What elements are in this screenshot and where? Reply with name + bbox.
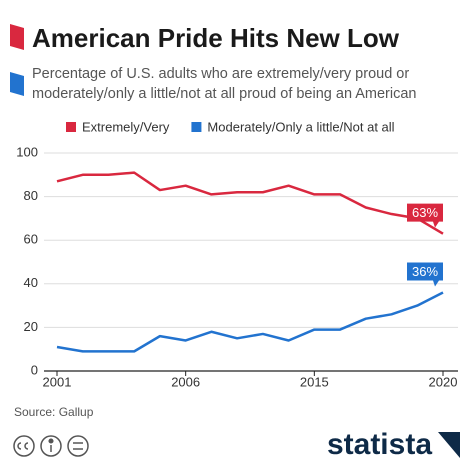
series-line xyxy=(56,291,444,353)
y-tick-label: 0 xyxy=(31,362,38,377)
y-tick-label: 40 xyxy=(24,275,38,290)
subtitle: moderately/only a little/not at all prou… xyxy=(32,86,416,102)
chart-title: American Pride Hits New Low xyxy=(32,23,400,53)
legend-swatch xyxy=(191,122,202,132)
x-tick-label: 2020 xyxy=(429,374,458,389)
series-line xyxy=(56,171,444,235)
value-label-box xyxy=(407,203,443,228)
source: Source: Gallup xyxy=(14,405,94,419)
value-label: 63% xyxy=(412,205,438,220)
title-flag xyxy=(10,24,24,50)
license-icons xyxy=(13,435,89,457)
y-tick-label: 20 xyxy=(24,319,38,334)
subtitle: Percentage of U.S. adults who are extrem… xyxy=(32,66,409,82)
legend-label: Moderately/Only a little/Not at all xyxy=(207,119,394,134)
logo: statista xyxy=(327,428,432,461)
y-tick-label: 100 xyxy=(16,144,38,159)
subtitle-flag xyxy=(10,72,24,96)
y-tick-label: 80 xyxy=(24,188,38,203)
value-label-box xyxy=(407,262,443,287)
x-tick-label: 2001 xyxy=(43,374,72,389)
legend-swatch xyxy=(66,122,76,132)
value-label: 36% xyxy=(412,264,438,279)
logo-mark xyxy=(438,432,460,458)
x-tick-label: 2015 xyxy=(300,374,329,389)
legend-label: Extremely/Very xyxy=(82,119,170,134)
y-tick-label: 60 xyxy=(24,232,38,247)
x-tick-label: 2006 xyxy=(171,374,200,389)
